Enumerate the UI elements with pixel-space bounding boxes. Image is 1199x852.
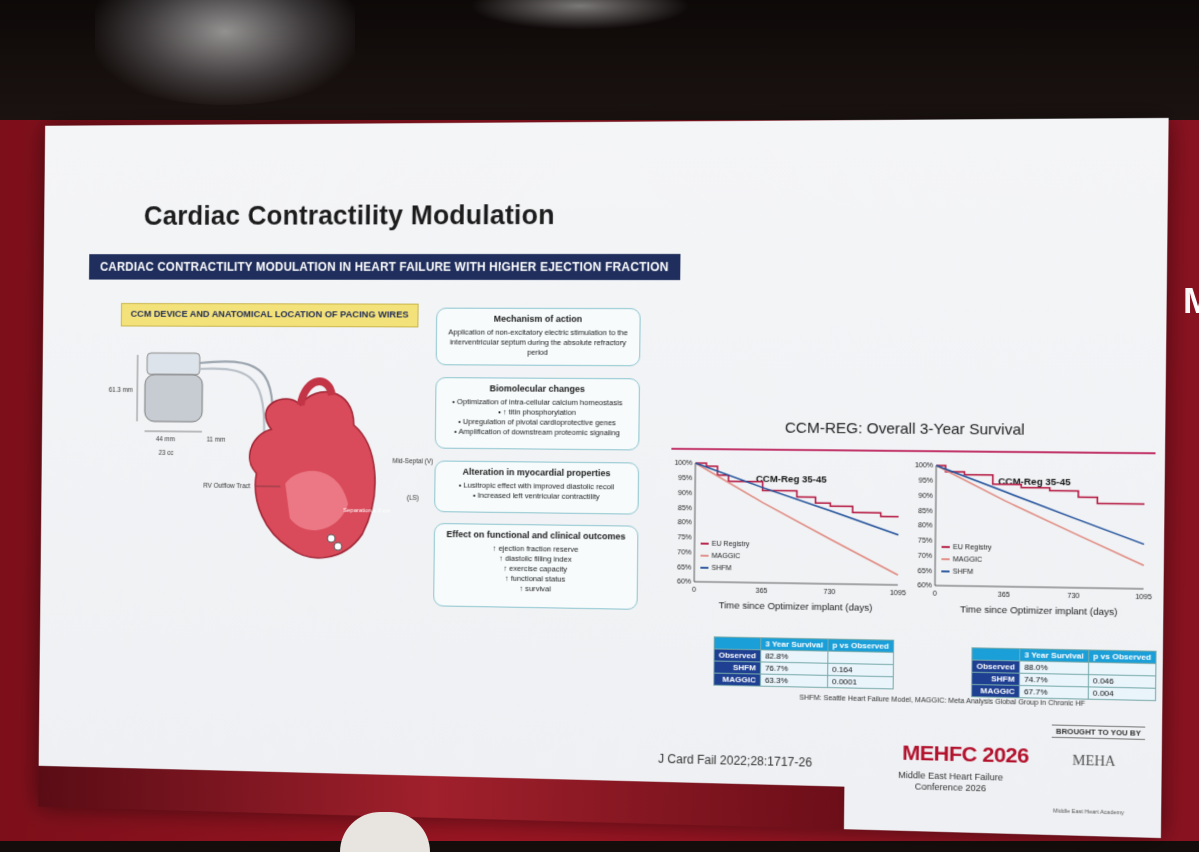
box-item: ↑ survival (440, 583, 631, 596)
box-biomolecular: Biomolecular changes • Optimization of i… (435, 377, 640, 450)
chart-heading: CCM-REG: Overall 3-Year Survival (785, 420, 1025, 439)
y-tick-label: 85% (918, 508, 932, 515)
rv-outflow-label: RV Outflow Tract (203, 483, 250, 491)
table-cell: 67.7% (1019, 685, 1088, 699)
y-tick-label: 60% (917, 583, 931, 590)
box-mechanism: Mechanism of action Application of non-e… (436, 308, 641, 367)
chart-title: CCM-Reg 35-45 (756, 474, 827, 485)
x-axis-label: Time since Optimizer implant (days) (719, 600, 873, 613)
x-tick-label: 365 (998, 592, 1010, 599)
citation: J Card Fail 2022;28:1717-26 (658, 752, 812, 770)
chart-title: CCM-Reg 35-45 (998, 476, 1071, 487)
conference-logo: MEHFC 2026 (902, 741, 1029, 769)
wall-letter: M (1183, 280, 1199, 322)
y-tick-label: 65% (918, 568, 932, 575)
y-tick-label: 95% (678, 475, 692, 482)
mid-septal-label: Mid-Septal (V) (392, 458, 433, 465)
brought-by: BROUGHT TO YOU BY (1052, 725, 1145, 740)
table-cell: 0.0001 (827, 675, 893, 689)
x-axis-label: Time since Optimizer implant (days) (960, 604, 1118, 617)
y-tick-label: 100% (674, 460, 692, 467)
legend-label: EU Registry (712, 541, 750, 549)
x-tick-label: 1095 (1135, 594, 1152, 602)
table-row-label: SHFM (972, 672, 1020, 685)
table-cell: 63.3% (760, 674, 827, 688)
legend-label: MAGGIC (953, 557, 982, 565)
projection-screen: Cardiac Contractility Modulation CARDIAC… (38, 118, 1168, 838)
y-tick-label: 70% (918, 553, 932, 560)
y-tick-label: 90% (918, 493, 932, 500)
device-illustration: 61.3 mm 44 mm 11 mm 23 cc RV Outflow Tra… (107, 335, 438, 574)
x-axis (694, 582, 898, 585)
survival-chart-2: 60% 65% 70% 75% 80% 85% 90% 95% 100% 0 365 730 1095 T… (903, 455, 1155, 653)
conference-subtitle: Middle East Heart Failure Conference 202… (894, 770, 1008, 795)
slide-banner: CARDIAC CONTRACTILITY MODULATION IN HEAR… (89, 254, 680, 280)
ls-label: (LS) (407, 495, 419, 502)
y-tick-label: 100% (915, 463, 933, 470)
y-tick-label: 70% (677, 549, 691, 556)
series-line-eu-registry (695, 463, 899, 517)
x-tick-label: 730 (823, 589, 835, 596)
legend-label: MAGGIC (712, 553, 741, 561)
device-volume: 23 cc (159, 450, 175, 457)
y-tick-label: 85% (678, 505, 692, 512)
y-tick-label: 95% (918, 478, 932, 485)
x-tick-label: 0 (692, 587, 696, 594)
device-can (145, 374, 203, 421)
y-tick-label: 90% (678, 490, 692, 497)
device-label: CCM DEVICE AND ANATOMICAL LOCATION OF PA… (121, 303, 419, 327)
y-tick-label: 65% (677, 564, 691, 571)
table-row-label: SHFM (714, 661, 761, 674)
meha-logo: MEHA (1072, 754, 1115, 771)
box-heading: Alteration in myocardial properties (441, 466, 632, 478)
box-heading: Mechanism of action (443, 314, 634, 325)
table-header-cell (714, 637, 761, 650)
x-tick-label: 730 (1067, 593, 1079, 600)
y-tick-label: 75% (677, 534, 691, 541)
box-item: • Amplification of downstream proteomic … (442, 427, 633, 439)
table-row-label: Observed (714, 649, 761, 662)
x-axis (935, 586, 1144, 589)
separation-label: Separation ≥ 2 cm (343, 508, 390, 515)
device-depth: 11 mm (207, 437, 226, 444)
y-axis (694, 463, 695, 582)
table-row-label: MAGGIC (972, 684, 1020, 697)
y-tick-label: 80% (918, 523, 932, 530)
device-height: 61.3 mm (109, 387, 133, 394)
box-text: Application of non-excitatory electric s… (443, 328, 634, 359)
y-tick-label: 75% (918, 538, 932, 545)
table-row-label: MAGGIC (714, 673, 761, 686)
legend-label: SHFM (953, 569, 974, 577)
box-myocardial: Alteration in myocardial properties • Lu… (434, 460, 639, 514)
meha-subtitle: Middle East Heart Academy (1053, 808, 1124, 816)
table-cell: 0.004 (1088, 687, 1156, 701)
table-row-label: Observed (972, 660, 1020, 673)
slide-title: Cardiac Contractility Modulation (144, 200, 555, 232)
device-width: 44 mm (156, 436, 175, 443)
chandelier-2 (470, 0, 690, 30)
y-tick-label: 80% (678, 520, 692, 527)
legend-label: SHFM (711, 565, 731, 572)
x-tick-label: 0 (933, 591, 937, 598)
y-axis (935, 465, 936, 585)
chart-svg: 60% 65% 70% 75% 80% 85% 90% 95% 100% 0 365 730 1095 T… (903, 455, 1155, 653)
device-header (147, 353, 200, 375)
legend-label: EU Registry (953, 544, 992, 552)
box-heading: Effect on functional and clinical outcom… (441, 529, 632, 542)
y-tick-label: 60% (677, 579, 691, 586)
chandelier (95, 0, 355, 105)
box-heading: Biomolecular changes (442, 383, 633, 394)
table-header-cell (972, 648, 1020, 661)
box-outcomes: Effect on functional and clinical outcom… (433, 523, 638, 610)
box-item: • Optimization of intra-cellular calcium… (442, 397, 633, 408)
x-tick-label: 365 (756, 588, 768, 595)
